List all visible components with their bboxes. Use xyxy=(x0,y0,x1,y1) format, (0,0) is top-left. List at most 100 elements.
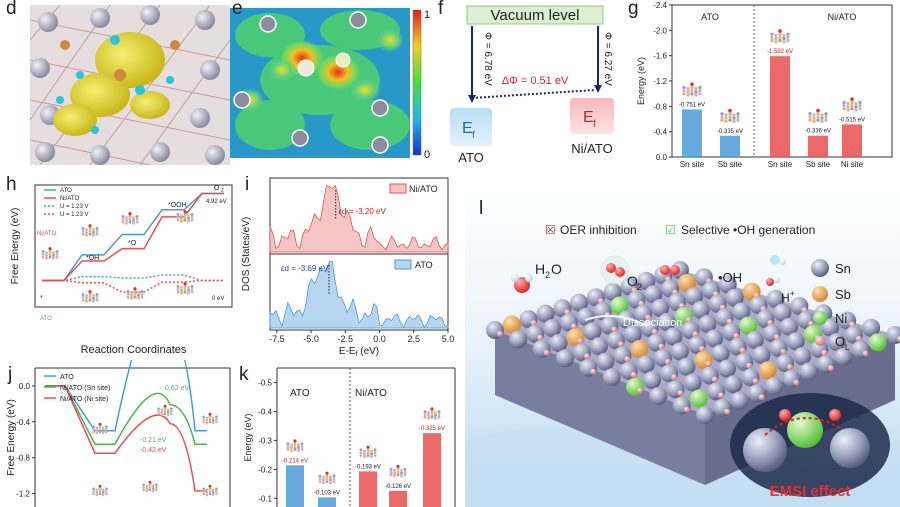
slab-atom xyxy=(290,443,293,447)
slab-atom xyxy=(166,413,170,417)
slab-atom xyxy=(300,442,304,446)
slab-atom xyxy=(322,481,325,485)
o2-label-sub: 2 xyxy=(637,282,642,292)
y-tick-label: 0.0 xyxy=(19,382,31,391)
slab-atom xyxy=(126,295,130,299)
slab-atom xyxy=(92,487,95,491)
slab-atom xyxy=(98,425,102,429)
slab-atom xyxy=(318,480,322,484)
slab-atom xyxy=(132,218,135,222)
adsorption-model-icon xyxy=(318,471,336,485)
slab-atom xyxy=(92,430,95,434)
slab-atom xyxy=(403,470,407,474)
vacuum-box xyxy=(466,5,604,25)
slab-atom xyxy=(101,493,105,497)
y-tick-label: -1.2 xyxy=(653,77,667,86)
panel-j: j 0.0 -0.4 -0.8 -1.2 Free Energy (eV) ATO Ni/A… xyxy=(0,300,235,507)
slab-atom xyxy=(854,105,858,109)
value-label: 4.92 eV xyxy=(206,199,227,205)
slab-atom xyxy=(286,442,290,446)
slab-atom xyxy=(190,290,194,294)
slab-atom xyxy=(92,230,95,234)
adsorbate-atom xyxy=(88,290,92,294)
slab-atom xyxy=(834,347,853,366)
slab-atom xyxy=(95,426,99,430)
slab-atom xyxy=(208,492,212,496)
slab-atom xyxy=(183,285,187,288)
emsi-label: EMSI effect xyxy=(770,483,851,500)
slab-atom xyxy=(649,387,668,406)
data-label: -0.335 eV xyxy=(717,129,743,135)
slab-atom xyxy=(180,219,183,223)
slab-atom xyxy=(98,430,102,434)
panel-label-k: k xyxy=(239,364,249,385)
slab-atom xyxy=(163,412,167,416)
slab-atom xyxy=(770,38,774,43)
oxygen-atom xyxy=(787,364,793,371)
slab-atom xyxy=(105,492,108,496)
slab-atom xyxy=(187,286,190,290)
slab-atom xyxy=(95,428,99,432)
slab-atom xyxy=(430,415,434,419)
slab-atom xyxy=(630,340,649,358)
slab-atom xyxy=(778,35,782,40)
slab-atom xyxy=(824,118,828,122)
slab-atom xyxy=(151,486,155,490)
slab-atom xyxy=(728,115,732,119)
slab-atom xyxy=(81,229,85,233)
slab-atom xyxy=(297,443,300,447)
x-tick-label: Sb site xyxy=(806,160,831,169)
adsorbate-atom xyxy=(778,29,782,33)
slab-atom xyxy=(678,273,696,292)
slab-atom xyxy=(125,218,128,222)
slab-atom xyxy=(770,32,774,36)
slab-atom xyxy=(148,488,152,492)
slab-atom xyxy=(85,296,88,300)
slab-atom xyxy=(208,420,212,424)
slab-atom xyxy=(81,295,85,299)
slab-atom xyxy=(724,113,728,117)
x-tick-label: 5.0 xyxy=(442,334,455,344)
slab-atom xyxy=(92,228,95,232)
oxygen-atom xyxy=(862,350,869,357)
slab-atom xyxy=(166,408,170,412)
legend-swatch xyxy=(394,259,412,270)
panel-label-i: i xyxy=(245,174,250,195)
barrier-label: -0.42 eV xyxy=(140,447,167,454)
x-axis-label: Reaction Coordinates xyxy=(81,344,187,356)
oxygen-atom xyxy=(683,406,690,413)
slab-atom xyxy=(180,288,183,292)
slab-atom xyxy=(202,487,205,491)
ef-niato-sub: f xyxy=(593,119,596,130)
slab-atom xyxy=(160,413,164,417)
slab-atom xyxy=(332,474,336,478)
oxygen-atom xyxy=(780,349,787,355)
data-label: -0.336 eV xyxy=(805,129,831,135)
colorbar-min: 0 xyxy=(424,149,430,161)
slab-atom xyxy=(670,342,689,361)
slab-atom xyxy=(570,293,589,312)
slab-atom xyxy=(215,490,218,493)
slab-atom xyxy=(85,294,88,298)
adsorbate-atom xyxy=(396,464,400,469)
slab-atom xyxy=(850,100,854,105)
slab-atom xyxy=(95,293,99,296)
slab-atom xyxy=(536,304,555,323)
slab-atom xyxy=(142,483,145,487)
oxygen-atom xyxy=(855,335,862,342)
adsorbate-atom xyxy=(208,484,212,488)
dos-curve-ato xyxy=(269,261,449,329)
legend-entry: ATO xyxy=(60,188,72,194)
slab-atom xyxy=(720,118,724,122)
adsorption-model-icon xyxy=(41,247,59,260)
oer-label: OER inhibition xyxy=(560,223,637,237)
slab-atom xyxy=(215,420,218,424)
oxygen-atom xyxy=(746,362,753,369)
slab-atom xyxy=(140,290,144,293)
slab-atom xyxy=(786,32,790,36)
slab-atom xyxy=(664,327,683,346)
slab-atom xyxy=(698,88,702,93)
slab-atom xyxy=(400,474,403,478)
slab-atom xyxy=(434,416,437,420)
chart-h: Free Energy (eV) Reaction Coordinates ATO N… xyxy=(10,184,233,356)
